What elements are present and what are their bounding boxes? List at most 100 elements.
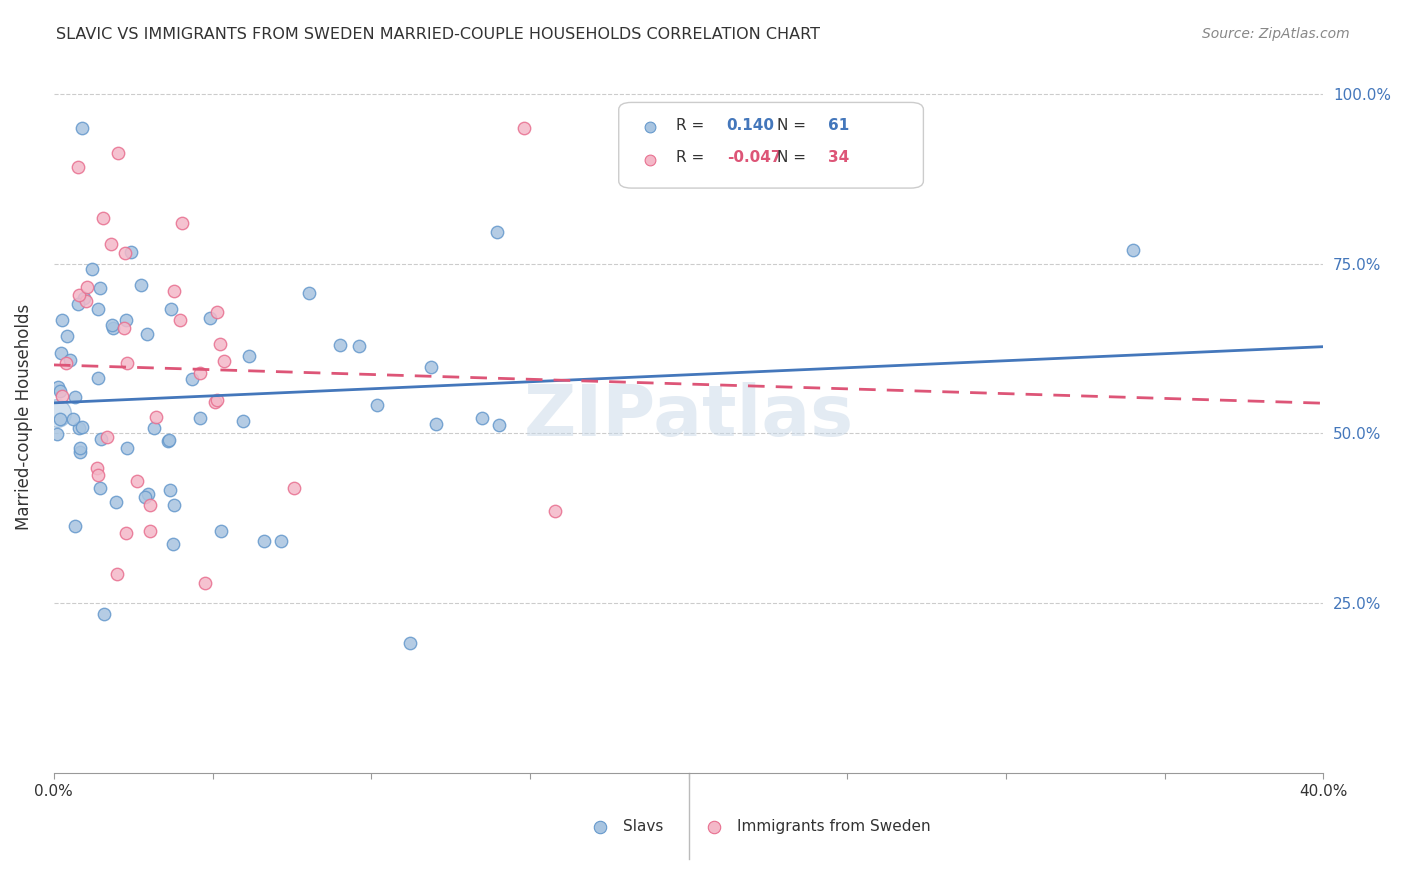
Point (120, 244, 142, 259)
Point (86, 301, 108, 316)
Point (67, 288, 90, 302)
Point (1122, 243, 1144, 257)
Point (87, 468, 110, 483)
Text: R =: R = (676, 118, 704, 133)
Text: 34: 34 (828, 150, 849, 165)
Point (190, 366, 212, 380)
Point (96, 430, 118, 444)
Point (208, 337, 231, 351)
Point (86, 371, 108, 385)
Point (90, 433, 112, 447)
Text: 61: 61 (828, 118, 849, 133)
Point (169, 312, 191, 326)
Point (399, 635, 422, 649)
Point (89, 482, 111, 496)
Point (70, 420, 93, 434)
Point (129, 278, 152, 293)
Point (46, 379, 69, 393)
Point (93, 211, 115, 225)
Point (125, 474, 148, 488)
Point (298, 286, 321, 301)
Point (488, 418, 510, 433)
Point (105, 495, 128, 509)
Point (115, 526, 138, 541)
Point (100, 237, 122, 252)
Point (46, 427, 69, 442)
Point (136, 487, 159, 501)
Text: N =: N = (778, 150, 807, 165)
Point (139, 498, 162, 512)
Point (544, 504, 567, 518)
Point (238, 349, 260, 363)
Point (283, 481, 305, 495)
Point (66, 297, 89, 311)
Point (170, 216, 193, 230)
Point (105, 566, 128, 581)
Point (143, 421, 166, 435)
Point (67, 421, 90, 435)
Point (112, 320, 135, 334)
Point (139, 524, 162, 538)
Text: N =: N = (778, 118, 807, 133)
Point (49, 412, 72, 426)
Point (114, 313, 136, 327)
Point (212, 354, 235, 368)
Point (163, 285, 186, 299)
Point (159, 483, 181, 497)
Point (180, 372, 202, 386)
Point (100, 318, 122, 333)
Point (252, 534, 274, 549)
Point (80, 262, 103, 277)
Point (347, 339, 370, 353)
Point (136, 326, 159, 341)
Point (103, 320, 125, 334)
Point (62, 412, 84, 426)
Point (159, 301, 181, 316)
Point (194, 575, 217, 590)
Text: Slavs: Slavs (623, 820, 662, 834)
Point (69, 445, 91, 459)
Point (162, 537, 184, 551)
Point (86, 460, 108, 475)
Point (107, 146, 129, 161)
Point (420, 360, 443, 375)
Point (93, 607, 115, 621)
Text: SLAVIC VS IMMIGRANTS FROM SWEDEN MARRIED-COUPLE HOUSEHOLDS CORRELATION CHART: SLAVIC VS IMMIGRANTS FROM SWEDEN MARRIED… (56, 27, 820, 42)
Point (188, 411, 211, 425)
Point (486, 225, 509, 239)
Point (56, 329, 79, 343)
Point (204, 395, 226, 409)
Point (425, 417, 447, 431)
Point (114, 246, 136, 260)
Point (89, 281, 111, 295)
Point (73, 291, 96, 305)
Text: ZIPatlas: ZIPatlas (523, 382, 853, 451)
Text: 0.140: 0.140 (727, 118, 775, 133)
Point (471, 411, 494, 425)
Y-axis label: Married-couple Households: Married-couple Households (15, 303, 32, 530)
Point (70, 120, 93, 135)
Point (51, 388, 73, 402)
Point (76, 294, 98, 309)
Text: R =: R = (676, 150, 704, 165)
Point (51, 313, 73, 327)
Point (232, 414, 254, 428)
Point (55, 355, 77, 369)
FancyBboxPatch shape (619, 103, 924, 188)
Text: Source: ZipAtlas.com: Source: ZipAtlas.com (1202, 27, 1350, 41)
Point (145, 410, 167, 425)
Point (159, 433, 181, 447)
Point (156, 434, 179, 448)
Point (512, 120, 534, 135)
Point (65, 519, 87, 533)
Point (205, 305, 228, 319)
Point (65, 390, 87, 404)
Point (117, 442, 139, 456)
Point (115, 356, 138, 370)
Text: Immigrants from Sweden: Immigrants from Sweden (737, 820, 931, 834)
Point (207, 392, 229, 407)
Point (134, 490, 156, 504)
Point (51, 346, 73, 360)
Point (270, 533, 292, 548)
Point (67, 160, 90, 174)
